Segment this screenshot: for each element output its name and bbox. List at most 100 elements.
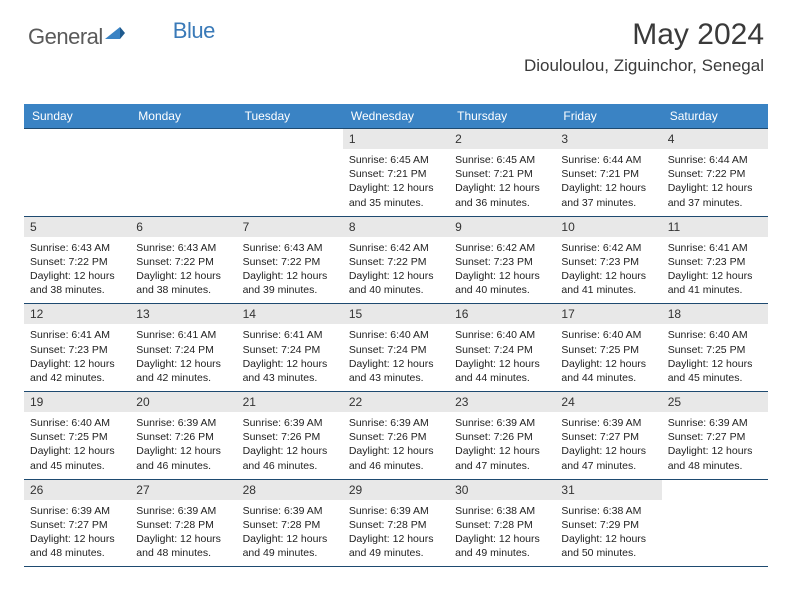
day-cell: 26Sunrise: 6:39 AMSunset: 7:27 PMDayligh… <box>24 480 130 567</box>
day-number: 24 <box>555 392 661 412</box>
day-number: 20 <box>130 392 236 412</box>
day-header: Saturday <box>662 104 768 128</box>
week-row: 26Sunrise: 6:39 AMSunset: 7:27 PMDayligh… <box>24 479 768 568</box>
day-cell: 29 Sunrise: 6:39 AMSunset: 7:28 PMDayligh… <box>343 480 449 567</box>
day-cell: 30 Sunrise: 6:38 AMSunset: 7:28 PMDayligh… <box>449 480 555 567</box>
day-cell: 18 Sunrise: 6:40 AMSunset: 7:25 PMDayligh… <box>662 304 768 391</box>
day-number: 15 <box>343 304 449 324</box>
day-number: 3 <box>555 129 661 149</box>
week-row: 19Sunrise: 6:40 AMSunset: 7:25 PMDayligh… <box>24 391 768 479</box>
day-details: Sunrise: 6:39 AMSunset: 7:27 PMDaylight:… <box>668 416 762 473</box>
day-details: Sunrise: 6:45 AMSunset: 7:21 PMDaylight:… <box>455 153 549 210</box>
day-number: 13 <box>130 304 236 324</box>
day-number: 29 <box>343 480 449 500</box>
day-cell <box>24 129 130 216</box>
day-details: Sunrise: 6:40 AMSunset: 7:24 PMDaylight:… <box>349 328 443 385</box>
day-details: Sunrise: 6:43 AMSunset: 7:22 PMDaylight:… <box>30 241 124 298</box>
week-row: 1Sunrise: 6:45 AMSunset: 7:21 PMDaylight… <box>24 128 768 216</box>
day-cell: 4 Sunrise: 6:44 AMSunset: 7:22 PMDaylight… <box>662 129 768 216</box>
logo-text-general: General <box>28 24 103 50</box>
day-number: 19 <box>24 392 130 412</box>
day-number: 2 <box>449 129 555 149</box>
day-number: 18 <box>662 304 768 324</box>
day-number: 11 <box>662 217 768 237</box>
day-number: 21 <box>237 392 343 412</box>
day-cell: 9Sunrise: 6:42 AMSunset: 7:23 PMDaylight… <box>449 217 555 304</box>
day-details: Sunrise: 6:43 AMSunset: 7:22 PMDaylight:… <box>136 241 230 298</box>
day-number: 12 <box>24 304 130 324</box>
day-details: Sunrise: 6:43 AMSunset: 7:22 PMDaylight:… <box>243 241 337 298</box>
day-details: Sunrise: 6:42 AMSunset: 7:22 PMDaylight:… <box>349 241 443 298</box>
day-details: Sunrise: 6:39 AMSunset: 7:26 PMDaylight:… <box>243 416 337 473</box>
day-number: 8 <box>343 217 449 237</box>
day-cell: 23 Sunrise: 6:39 AMSunset: 7:26 PMDayligh… <box>449 392 555 479</box>
day-details: Sunrise: 6:44 AMSunset: 7:21 PMDaylight:… <box>561 153 655 210</box>
day-cell: 8 Sunrise: 6:42 AMSunset: 7:22 PMDaylight… <box>343 217 449 304</box>
day-cell: 24 Sunrise: 6:39 AMSunset: 7:27 PMDayligh… <box>555 392 661 479</box>
header-right: May 2024 Diouloulou, Ziguinchor, Senegal <box>524 18 764 76</box>
day-details: Sunrise: 6:40 AMSunset: 7:25 PMDaylight:… <box>561 328 655 385</box>
day-details: Sunrise: 6:38 AMSunset: 7:29 PMDaylight:… <box>561 504 655 561</box>
day-number: 23 <box>449 392 555 412</box>
day-header: Thursday <box>449 104 555 128</box>
day-number: 6 <box>130 217 236 237</box>
day-cell: 22 Sunrise: 6:39 AMSunset: 7:26 PMDayligh… <box>343 392 449 479</box>
day-details: Sunrise: 6:39 AMSunset: 7:28 PMDaylight:… <box>349 504 443 561</box>
day-cell: 21 Sunrise: 6:39 AMSunset: 7:26 PMDayligh… <box>237 392 343 479</box>
day-number: 22 <box>343 392 449 412</box>
day-details: Sunrise: 6:39 AMSunset: 7:26 PMDaylight:… <box>349 416 443 473</box>
day-number: 7 <box>237 217 343 237</box>
day-header: Wednesday <box>343 104 449 128</box>
day-header: Friday <box>555 104 661 128</box>
day-details: Sunrise: 6:39 AMSunset: 7:26 PMDaylight:… <box>455 416 549 473</box>
day-details: Sunrise: 6:39 AMSunset: 7:27 PMDaylight:… <box>561 416 655 473</box>
day-number: 10 <box>555 217 661 237</box>
day-cell: 31 Sunrise: 6:38 AMSunset: 7:29 PMDayligh… <box>555 480 661 567</box>
day-details: Sunrise: 6:41 AMSunset: 7:24 PMDaylight:… <box>136 328 230 385</box>
day-cell: 2 Sunrise: 6:45 AMSunset: 7:21 PMDaylight… <box>449 129 555 216</box>
day-header: Sunday <box>24 104 130 128</box>
day-details: Sunrise: 6:42 AMSunset: 7:23 PMDaylight:… <box>455 241 549 298</box>
day-details: Sunrise: 6:41 AMSunset: 7:24 PMDaylight:… <box>243 328 337 385</box>
day-details: Sunrise: 6:39 AMSunset: 7:28 PMDaylight:… <box>136 504 230 561</box>
day-details: Sunrise: 6:39 AMSunset: 7:26 PMDaylight:… <box>136 416 230 473</box>
day-number: 27 <box>130 480 236 500</box>
day-details: Sunrise: 6:38 AMSunset: 7:28 PMDaylight:… <box>455 504 549 561</box>
day-cell: 6 Sunrise: 6:43 AMSunset: 7:22 PMDaylight… <box>130 217 236 304</box>
day-cell <box>237 129 343 216</box>
day-details: Sunrise: 6:39 AMSunset: 7:28 PMDaylight:… <box>243 504 337 561</box>
day-number: 25 <box>662 392 768 412</box>
day-details: Sunrise: 6:40 AMSunset: 7:24 PMDaylight:… <box>455 328 549 385</box>
day-cell: 15 Sunrise: 6:40 AMSunset: 7:24 PMDayligh… <box>343 304 449 391</box>
calendar: SundayMondayTuesdayWednesdayThursdayFrid… <box>24 104 768 567</box>
day-number: 4 <box>662 129 768 149</box>
day-cell: 16 Sunrise: 6:40 AMSunset: 7:24 PMDayligh… <box>449 304 555 391</box>
day-cell: 19Sunrise: 6:40 AMSunset: 7:25 PMDayligh… <box>24 392 130 479</box>
day-cell <box>662 480 768 567</box>
day-cell: 28 Sunrise: 6:39 AMSunset: 7:28 PMDayligh… <box>237 480 343 567</box>
day-details: Sunrise: 6:42 AMSunset: 7:23 PMDaylight:… <box>561 241 655 298</box>
day-cell: 20 Sunrise: 6:39 AMSunset: 7:26 PMDayligh… <box>130 392 236 479</box>
day-cell: 3 Sunrise: 6:44 AMSunset: 7:21 PMDaylight… <box>555 129 661 216</box>
day-details: Sunrise: 6:40 AMSunset: 7:25 PMDaylight:… <box>668 328 762 385</box>
day-details: Sunrise: 6:45 AMSunset: 7:21 PMDaylight:… <box>349 153 443 210</box>
day-number: 16 <box>449 304 555 324</box>
day-number: 28 <box>237 480 343 500</box>
day-cell: 7 Sunrise: 6:43 AMSunset: 7:22 PMDaylight… <box>237 217 343 304</box>
day-cell <box>130 129 236 216</box>
day-cell: 1Sunrise: 6:45 AMSunset: 7:21 PMDaylight… <box>343 129 449 216</box>
day-cell: 17 Sunrise: 6:40 AMSunset: 7:25 PMDayligh… <box>555 304 661 391</box>
day-cell: 10 Sunrise: 6:42 AMSunset: 7:23 PMDayligh… <box>555 217 661 304</box>
day-number: 31 <box>555 480 661 500</box>
day-cell: 13 Sunrise: 6:41 AMSunset: 7:24 PMDayligh… <box>130 304 236 391</box>
day-details: Sunrise: 6:41 AMSunset: 7:23 PMDaylight:… <box>668 241 762 298</box>
day-number: 17 <box>555 304 661 324</box>
day-cell: 25 Sunrise: 6:39 AMSunset: 7:27 PMDayligh… <box>662 392 768 479</box>
logo: General Blue <box>28 24 167 50</box>
day-cell: 12Sunrise: 6:41 AMSunset: 7:23 PMDayligh… <box>24 304 130 391</box>
day-header: Monday <box>130 104 236 128</box>
day-details: Sunrise: 6:44 AMSunset: 7:22 PMDaylight:… <box>668 153 762 210</box>
day-number: 30 <box>449 480 555 500</box>
day-details: Sunrise: 6:39 AMSunset: 7:27 PMDaylight:… <box>30 504 124 561</box>
location-label: Diouloulou, Ziguinchor, Senegal <box>524 56 764 76</box>
